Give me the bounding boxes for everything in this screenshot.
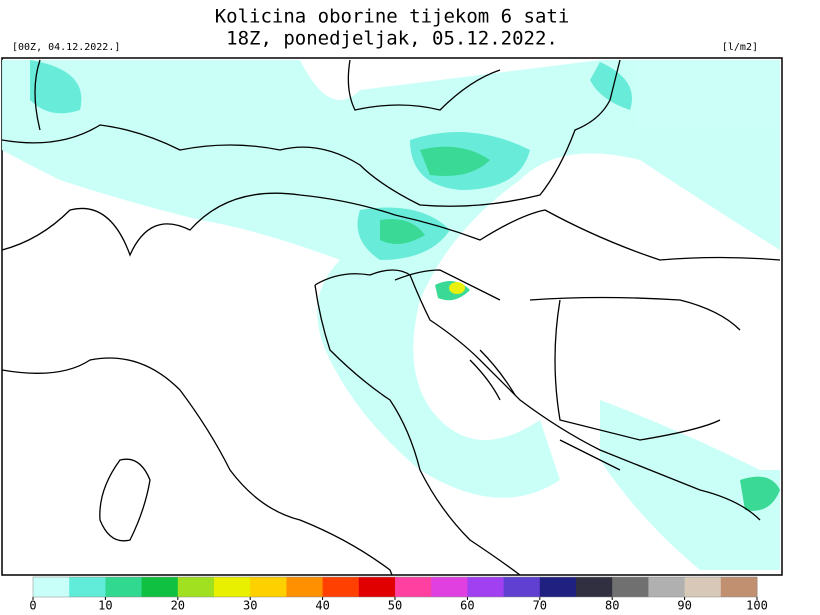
colorbar-swatch — [648, 577, 686, 597]
colorbar-tick-label: 40 — [315, 599, 329, 613]
precip-fields — [2, 60, 780, 570]
colorbar-tick-label: 30 — [243, 599, 257, 613]
colorbar-swatch — [286, 577, 324, 597]
title-line2: 18Z, ponedjeljak, 05.12.2022. — [226, 28, 558, 50]
colorbar-swatch — [503, 577, 541, 597]
colorbar-swatch — [105, 577, 143, 597]
colorbar: 0 10 20 30 40 50 60 70 80 90 100 — [29, 576, 768, 613]
colorbar-swatch — [358, 577, 396, 597]
colorbar-tick-label: 0 — [29, 599, 36, 613]
islands — [469, 349, 621, 471]
colorbar-swatch — [322, 577, 360, 597]
coast — [314, 269, 761, 521]
colorbar-tick-label: 60 — [460, 599, 474, 613]
colorbar-swatch — [576, 577, 613, 597]
precip-moderate — [30, 60, 632, 260]
borders — [1, 59, 781, 441]
run-label: [00Z, 04.12.2022.] — [12, 42, 120, 53]
colorbar-swatch — [684, 577, 722, 597]
colorbar-tick-label: 100 — [746, 599, 768, 613]
colorbar-tick-label: 80 — [605, 599, 619, 613]
colorbar-swatch — [539, 577, 577, 597]
border — [1, 192, 396, 257]
colorbar-swatch — [250, 577, 287, 597]
island — [99, 458, 151, 542]
colorbar-tick-label: 70 — [533, 599, 547, 613]
colorbar-swatch — [214, 577, 251, 597]
colorbar-swatch — [612, 577, 649, 597]
colorbar-swatch — [69, 577, 106, 597]
coastline — [1, 269, 761, 576]
coast — [314, 284, 521, 576]
colorbar-swatch — [33, 577, 70, 597]
colorbar-swatch — [467, 577, 505, 597]
colorbar-swatch — [141, 577, 179, 597]
border — [1, 59, 621, 207]
colorbar-swatch — [177, 577, 215, 597]
precip-light — [2, 60, 780, 498]
unit-label: [l/m2] — [722, 42, 758, 53]
coast — [1, 357, 393, 576]
colorbar-tick-label: 20 — [171, 599, 185, 613]
colorbar-tick-label: 90 — [677, 599, 691, 613]
colorbar-tick-label: 50 — [388, 599, 402, 613]
colorbar-swatch — [395, 577, 432, 597]
title-line1: Kolicina oborine tijekom 6 sati — [215, 6, 570, 28]
map — [1, 57, 783, 576]
precip-light — [600, 400, 780, 570]
colorbar-swatch — [720, 577, 758, 597]
border — [34, 59, 501, 131]
precip-peak — [449, 282, 465, 294]
colorbar-swatch — [431, 577, 468, 597]
border — [394, 209, 781, 261]
colorbar-tick-label: 10 — [98, 599, 112, 613]
